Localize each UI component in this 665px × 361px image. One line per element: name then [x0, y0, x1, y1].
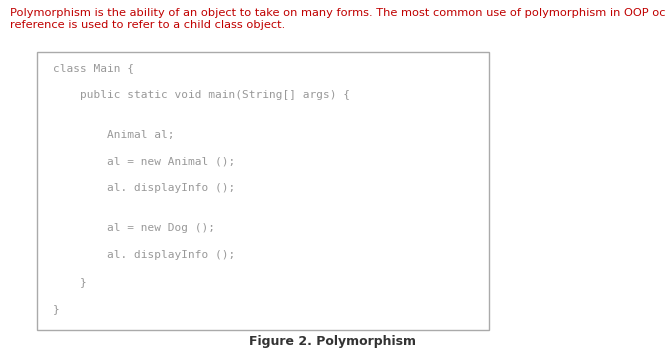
Text: Polymorphism is the ability of an object to take on many forms. The most common : Polymorphism is the ability of an object… — [10, 8, 665, 18]
Text: public static void main(String[] args) {: public static void main(String[] args) { — [53, 90, 350, 100]
Text: Figure 2. Polymorphism: Figure 2. Polymorphism — [249, 335, 416, 348]
Text: al. displayInfo ();: al. displayInfo (); — [53, 250, 235, 260]
Text: reference is used to refer to a child class object.: reference is used to refer to a child cl… — [10, 20, 285, 30]
Bar — [37, 52, 489, 330]
Text: }: } — [53, 304, 60, 314]
Text: al. displayInfo ();: al. displayInfo (); — [53, 183, 235, 193]
Text: class Main {: class Main { — [53, 63, 134, 73]
Text: Animal al;: Animal al; — [53, 130, 175, 140]
Text: }: } — [53, 277, 87, 287]
Text: al = new Animal ();: al = new Animal (); — [53, 157, 235, 167]
Text: al = new Dog ();: al = new Dog (); — [53, 223, 215, 234]
